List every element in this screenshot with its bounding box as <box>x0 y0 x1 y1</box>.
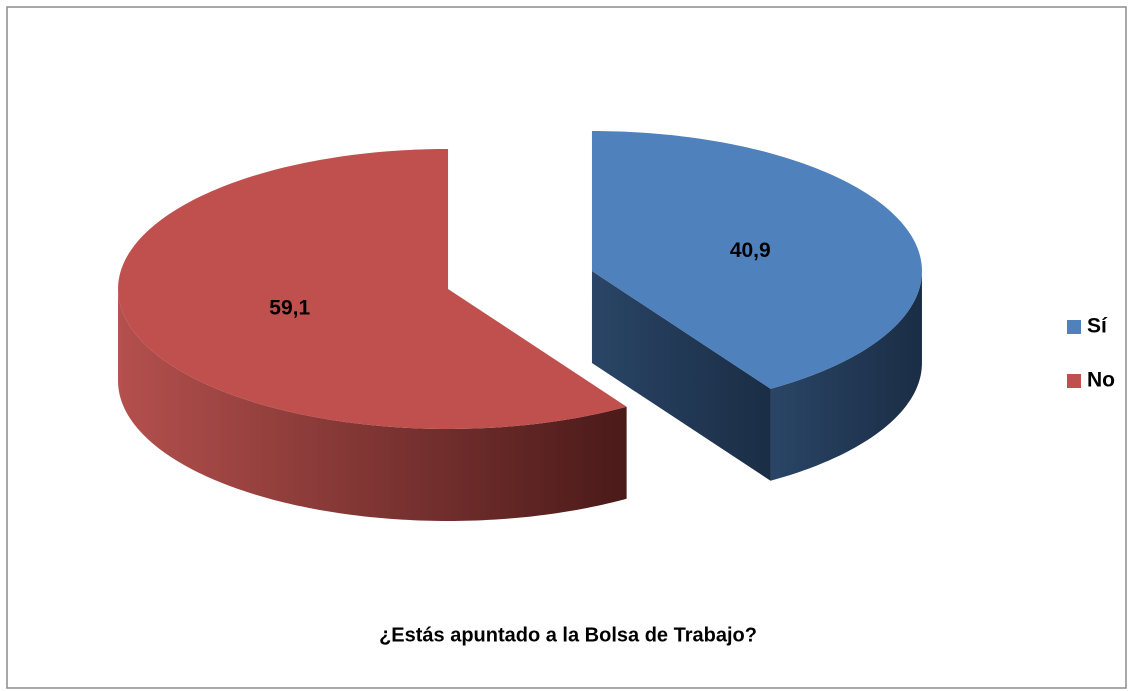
slice-side <box>118 288 627 521</box>
legend-label: No <box>1087 369 1115 392</box>
slice <box>591 131 922 389</box>
data-label: 40,9 <box>730 239 771 262</box>
slice-side <box>770 271 922 481</box>
chart-title: ¿Estás apuntado a la Bolsa de Trabajo? <box>379 624 757 646</box>
legend-swatch <box>1067 320 1081 334</box>
slice-side <box>591 271 771 481</box>
data-label: 59,1 <box>269 296 310 319</box>
slice <box>118 148 627 429</box>
legend-label: Sí <box>1087 315 1108 338</box>
legend-swatch <box>1067 374 1081 388</box>
